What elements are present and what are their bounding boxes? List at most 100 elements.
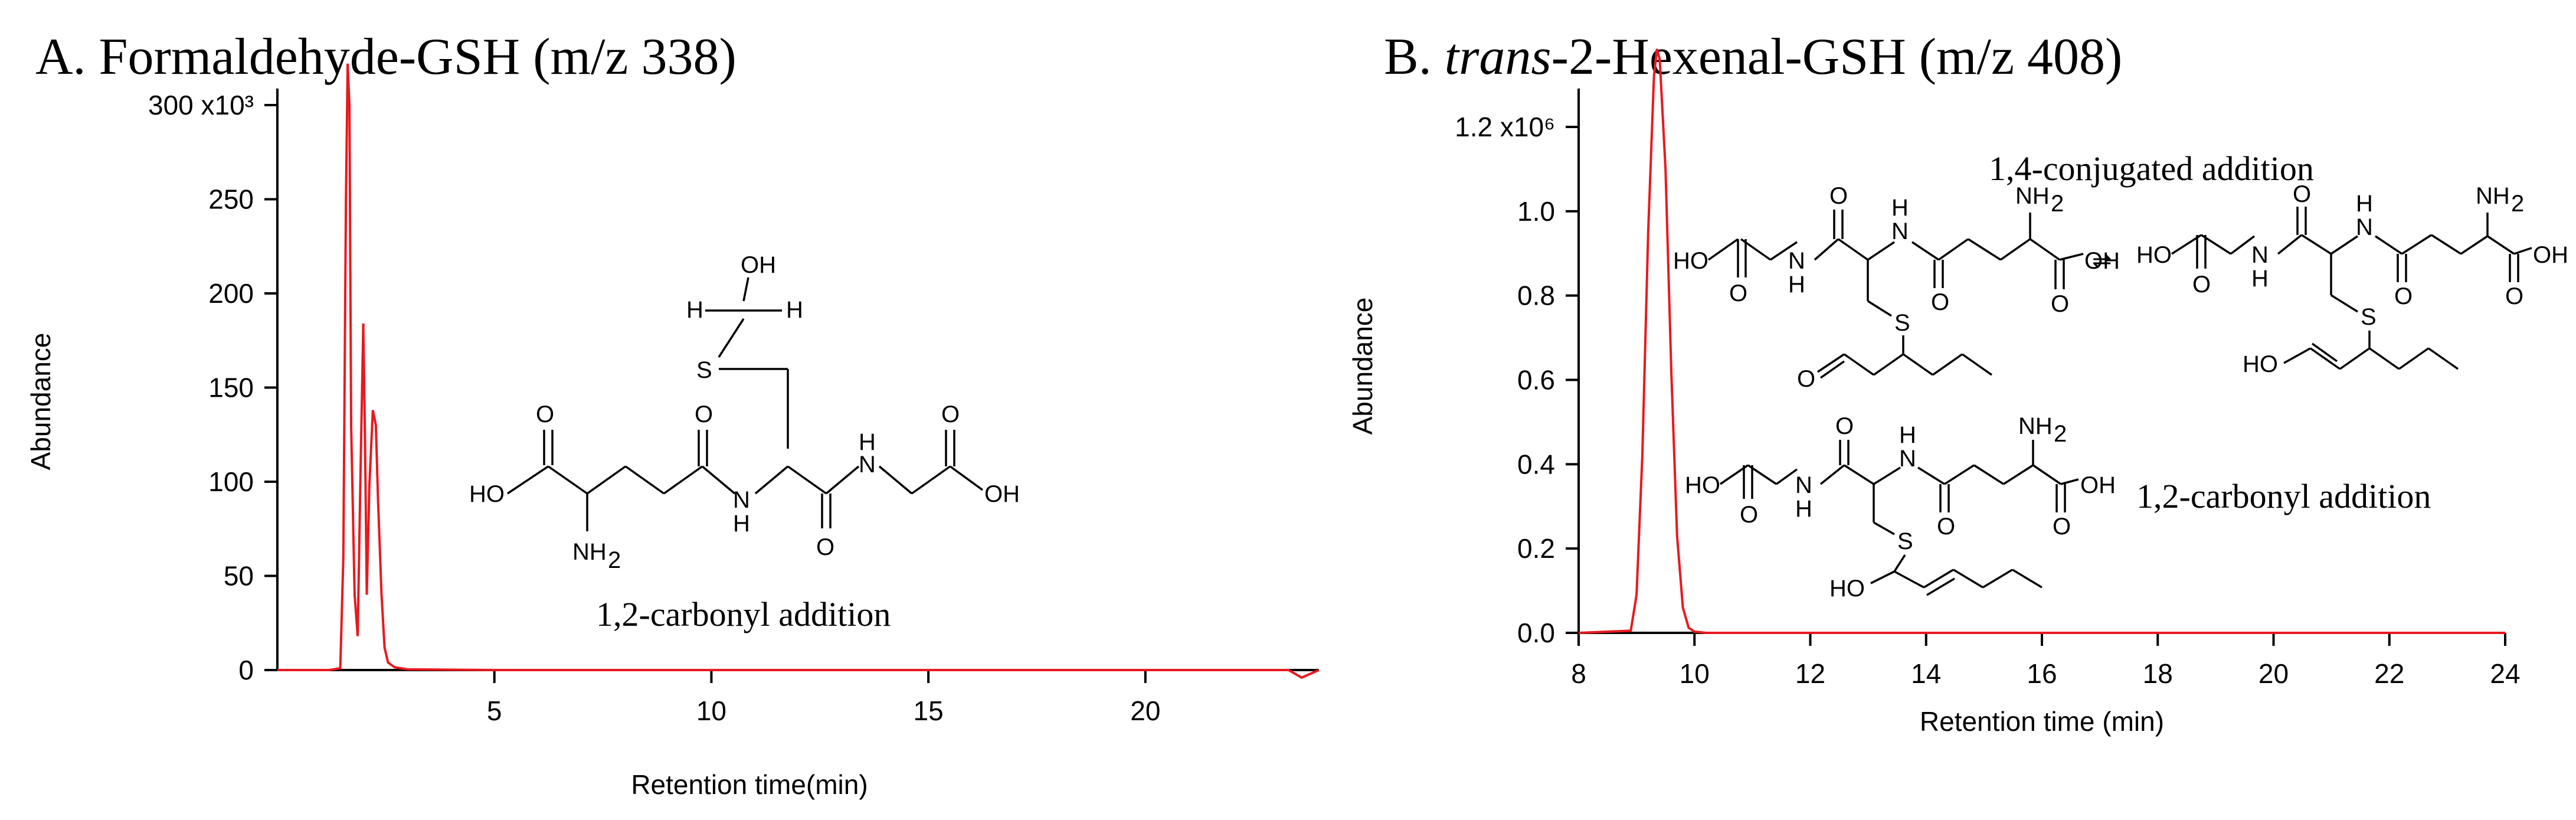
chem-label: O	[2293, 181, 2311, 207]
chem-label: H	[1899, 422, 1916, 448]
chem-label: O	[1937, 514, 1955, 540]
chem-label: O	[1931, 289, 1949, 315]
chem-label: 2	[2051, 191, 2064, 217]
panel-b-y-tick-label: 1.0	[1517, 196, 1555, 227]
chem-label: N	[733, 487, 750, 513]
panel-a-y-tick-label: 250	[208, 184, 254, 215]
panel-a-y-label: Abundance	[25, 333, 56, 471]
chem-label: HO	[1673, 248, 1708, 274]
chem-label: H	[2356, 191, 2373, 217]
chem-label: HO	[1685, 472, 1720, 498]
panel-b-y-tick-label: 0.8	[1517, 280, 1555, 311]
panel-a-title: A. Formaldehyde-GSH (m/z 338)	[35, 28, 737, 86]
chem-label: H	[859, 429, 876, 455]
panel-a-x-tick-label: 5	[487, 695, 502, 726]
chem-label: S	[696, 357, 712, 383]
panel-b-x-tick-label: 16	[2027, 658, 2057, 689]
chem-label: O	[1729, 280, 1747, 306]
chem-label: N	[859, 452, 876, 478]
chem-label: OH	[984, 481, 1020, 507]
panel-b-title-suffix: -2-Hexenal-GSH (m/z 408)	[1552, 28, 2123, 86]
chem-label: H	[1795, 496, 1812, 522]
chem-label: N	[2251, 242, 2269, 268]
panel-b-annotation-2: 1,2-carbonyl addition	[2136, 477, 2431, 515]
panel-b-series-line	[1578, 48, 2505, 634]
chem-label: O	[695, 401, 713, 427]
chem-label: HO	[1829, 576, 1865, 602]
panel-b-x-tick-label: 18	[2143, 658, 2173, 689]
chem-label: NH	[2476, 183, 2510, 209]
panel-b-title-prefix: B.	[1384, 28, 1445, 86]
chem-label: N	[1891, 218, 1909, 244]
panel-a-x-tick-label: 20	[1130, 695, 1160, 726]
chem-label: H	[1891, 195, 1909, 221]
panel-a-x-tick-label: 15	[914, 695, 944, 726]
panel-a-y-tick-label: 300 x10³	[148, 90, 254, 120]
chem-label: H	[1788, 272, 1805, 298]
chem-label: O	[1835, 413, 1854, 439]
panel-b: B. trans-2-Hexenal-GSH (m/z 408) 8 10 12 14…	[1347, 28, 2568, 737]
chem-label: HO	[2243, 351, 2278, 377]
chem-label: OH	[2533, 242, 2568, 268]
chem-label: N	[1899, 446, 1916, 472]
panel-b-annotation-1: 1,4-conjugated addition	[1989, 149, 2314, 188]
chem-label: S	[2361, 304, 2377, 330]
chem-label: O	[2192, 272, 2211, 298]
panel-a: A. Formaldehyde-GSH (m/z 338) 5 10 15 20050…	[25, 28, 1320, 800]
panel-a-axes	[276, 89, 1319, 671]
panel-b-ticks: 8 10 12 14 16 18 20 22 240.00.20.40.60.81.01.2 x…	[1455, 112, 2520, 689]
chem-label: H	[686, 297, 703, 323]
panel-a-y-tick-label: 200	[208, 278, 254, 309]
panel-b-structure-1: 1,4-conjugated addition HO O N H O S H N	[1673, 149, 2314, 392]
chem-label: O	[1797, 366, 1815, 392]
panel-b-x-tick-label: 12	[1795, 658, 1825, 689]
chem-label: O	[536, 401, 554, 427]
panel-a-x-tick-label: 10	[696, 695, 726, 726]
chem-label: OH	[2084, 248, 2120, 274]
panel-b-y-tick-label: 0.2	[1517, 533, 1555, 564]
chem-label: N	[1795, 472, 1812, 498]
panel-b-x-tick-label: 20	[2258, 658, 2289, 689]
panel-b-structure-2: HO O N H O S H N O	[2136, 181, 2568, 377]
chem-label: O	[1740, 502, 1758, 528]
chem-label: NH	[572, 539, 607, 565]
panel-b-x-label: Retention time (min)	[1920, 706, 2164, 737]
panel-a-annotation: 1,2-carbonyl addition	[596, 595, 891, 633]
chem-label: O	[2051, 291, 2069, 317]
panel-b-x-tick-label: 10	[1680, 658, 1710, 689]
panel-b-x-tick-label: 22	[2374, 658, 2404, 689]
chem-label: O	[941, 401, 960, 427]
chem-label: O	[2505, 283, 2523, 309]
panel-a-y-tick-label: 100	[208, 466, 254, 497]
panel-b-y-tick-label: 1.2 x10⁶	[1455, 112, 1555, 142]
panel-b-x-tick-label: 24	[2490, 658, 2520, 689]
chem-label: HO	[2136, 242, 2172, 268]
panel-b-structure-3: HO O N H O S H N O	[1685, 413, 2431, 602]
chem-label: OH	[2080, 472, 2116, 498]
panel-a-x-label: Retention time(min)	[631, 769, 868, 800]
panel-b-x-tick-label: 8	[1571, 658, 1586, 689]
chem-label: O	[816, 534, 834, 560]
panel-b-y-tick-label: 0.6	[1517, 365, 1555, 396]
chem-label: OH	[741, 252, 776, 278]
chem-label: H	[2251, 266, 2269, 292]
chem-label: NH	[2018, 413, 2053, 439]
chem-label: 2	[2054, 421, 2067, 447]
chem-label: N	[2356, 214, 2373, 240]
chem-label: H	[733, 511, 750, 537]
chem-label: HO	[469, 481, 505, 507]
chem-label: H	[786, 297, 803, 323]
panel-a-structure: OH H H S O HO NH 2 O N H	[469, 252, 1020, 633]
chem-label: O	[2053, 514, 2071, 540]
panel-a-series-line	[277, 63, 1320, 679]
chem-label: 2	[2511, 191, 2524, 217]
chem-label: O	[2394, 283, 2413, 309]
equilibrium-arrow: ⇌	[2092, 248, 2112, 274]
chem-label: S	[1894, 310, 1910, 336]
chem-label: N	[1788, 248, 1805, 274]
chem-label: NH	[2015, 183, 2050, 209]
panel-a-y-tick-label: 0	[238, 655, 254, 685]
panel-a-y-tick-label: 50	[224, 561, 254, 592]
panel-b-y-tick-label: 0.4	[1517, 449, 1555, 479]
